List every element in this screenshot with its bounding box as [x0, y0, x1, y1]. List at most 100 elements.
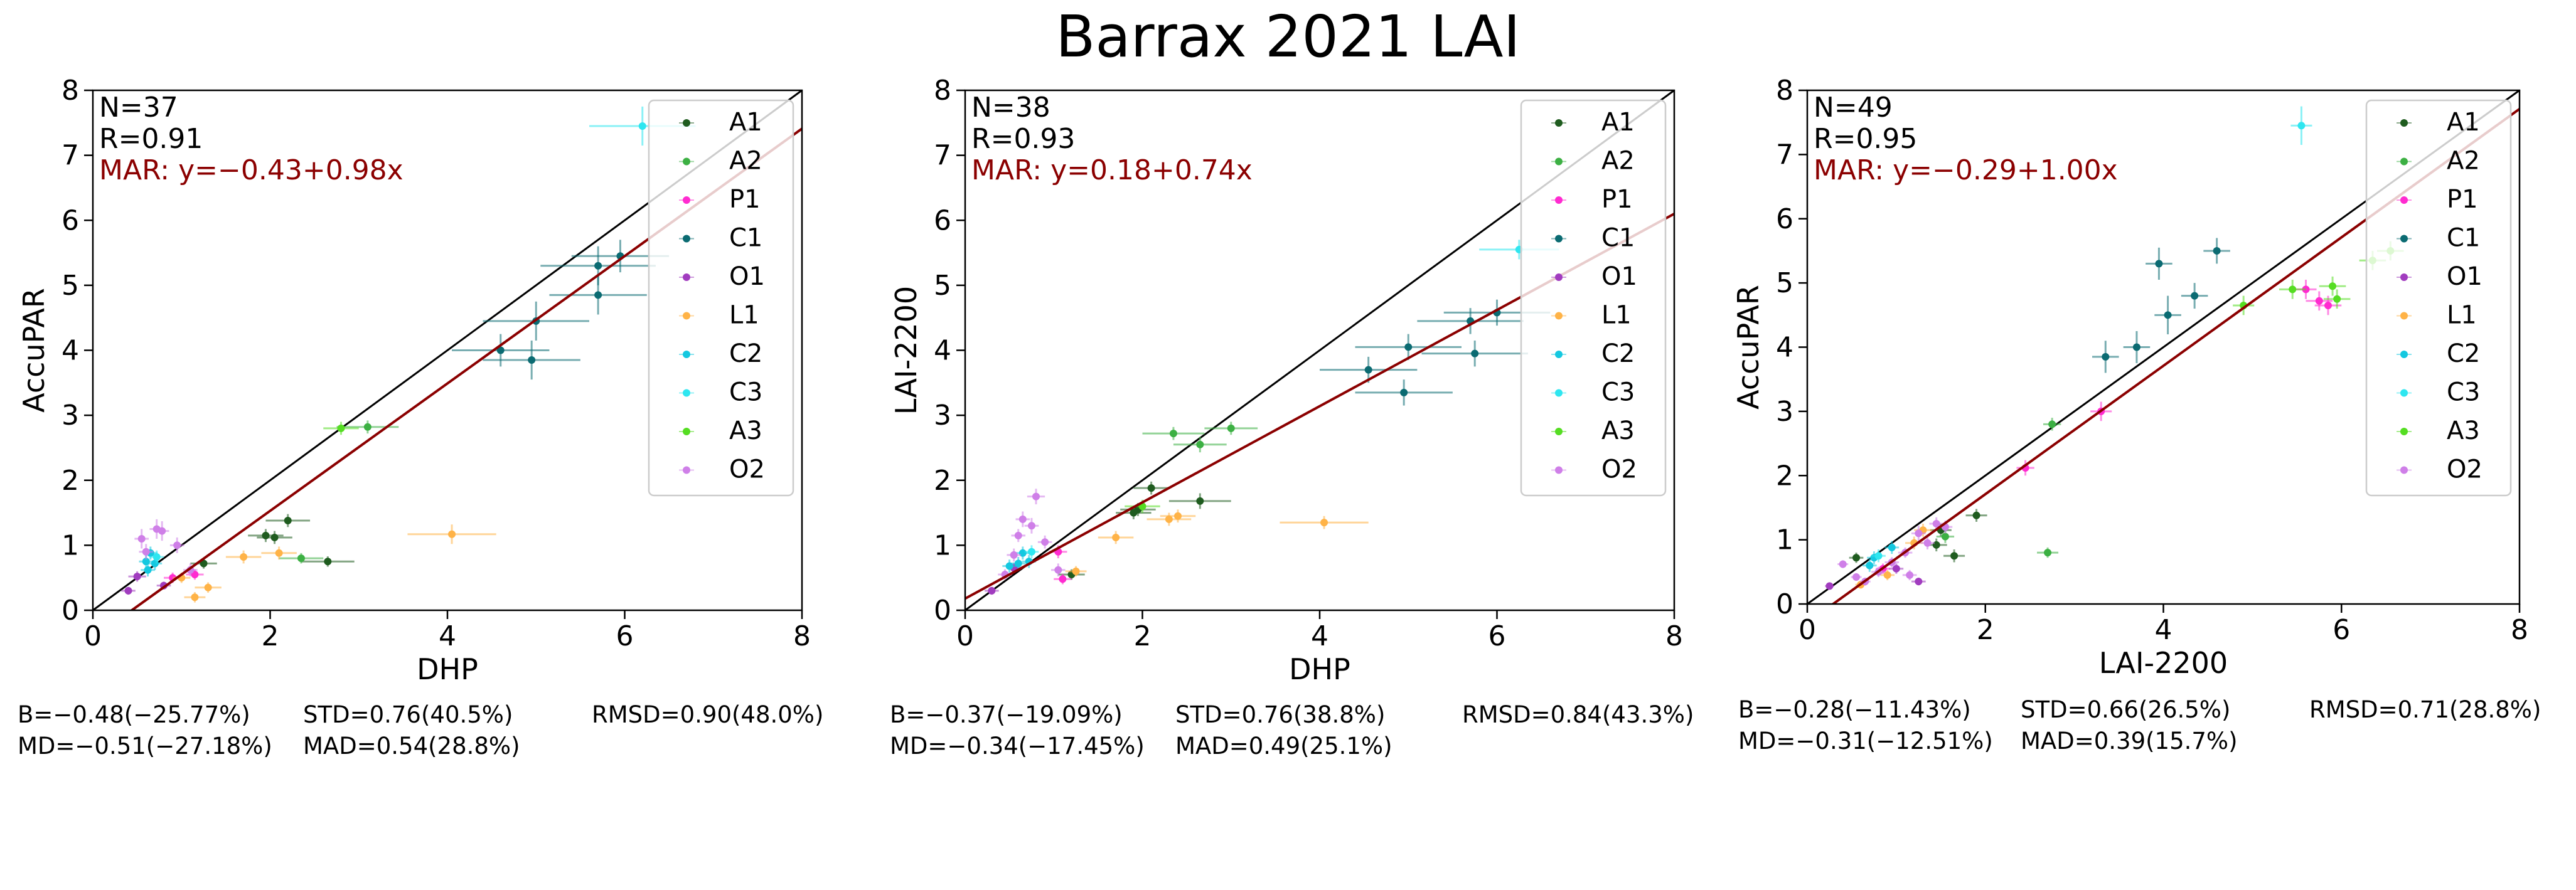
stats-mad: MAD=0.54(28.8%) [303, 733, 520, 760]
legend-label-L1: L1 [729, 301, 759, 330]
data-point-L1 [448, 530, 456, 538]
stats-rmsd: RMSD=0.90(48.0%) [592, 701, 824, 728]
y-tick-label: 1 [1776, 524, 1793, 556]
legend-label-L1: L1 [1601, 301, 1632, 330]
stats-std: STD=0.76(38.8%) [1175, 701, 1386, 728]
y-tick-label: 6 [934, 204, 951, 236]
stats-std: STD=0.66(26.5%) [2021, 696, 2231, 723]
data-point-A3 [2289, 285, 2297, 294]
legend-label-P1: P1 [2447, 185, 2478, 214]
x-tick-label: 6 [1488, 620, 1506, 652]
data-point-P1 [2324, 301, 2332, 309]
data-point-L1 [1165, 515, 1173, 523]
figure-title: Barrax 2021 LAI [1056, 3, 1520, 70]
legend-label-C3: C3 [1601, 378, 1635, 407]
data-point-C1 [2164, 311, 2172, 319]
y-tick-label: 8 [934, 75, 951, 107]
y-tick-label: 5 [1776, 267, 1793, 299]
x-tick-label: 2 [262, 620, 279, 652]
x-tick-label: 4 [2155, 614, 2172, 646]
data-point-A1 [1196, 497, 1204, 505]
y-tick-label: 4 [934, 335, 951, 367]
data-point-A1 [1852, 554, 1861, 562]
y-tick-label: 6 [1776, 203, 1793, 235]
y-tick-label: 3 [1776, 396, 1793, 428]
legend-label-O1: O1 [1601, 262, 1637, 291]
x-tick-label: 4 [1311, 620, 1328, 652]
data-point-C1 [2132, 343, 2140, 351]
mar-annotation: MAR: y=−0.29+1.00x [1814, 154, 2118, 186]
data-point-A1 [324, 558, 332, 566]
stats-bias: B=−0.28(−11.43%) [1738, 696, 1971, 723]
data-point-O2 [1915, 529, 1923, 538]
legend: A1 A2 P1 C1 O1 L1 C2 C3 A3 O2 [2365, 99, 2512, 497]
data-point-O2 [1852, 573, 1861, 581]
data-point-C1 [1471, 349, 1479, 358]
legend-label-O1: O1 [2447, 262, 2482, 291]
x-tick-label: 0 [1798, 614, 1816, 646]
data-point-O1 [1892, 564, 1900, 573]
data-point-C3 [638, 122, 646, 130]
y-tick-label: 4 [61, 335, 79, 367]
y-tick-label: 3 [61, 400, 79, 432]
y-tick-label: 2 [934, 465, 951, 497]
y-tick-label: 7 [61, 140, 79, 172]
data-point-C3 [2297, 122, 2306, 130]
data-point-C1 [1400, 388, 1408, 396]
data-point-C1 [2155, 260, 2163, 268]
y-tick-label: 2 [1776, 460, 1793, 492]
legend-label-C1: C1 [1601, 224, 1635, 253]
x-tick-label: 2 [1134, 620, 1152, 652]
data-point-A1 [1147, 484, 1155, 492]
data-point-O2 [1906, 571, 1914, 579]
data-point-C2 [1005, 562, 1013, 570]
data-point-C1 [594, 291, 602, 299]
legend-label-A3: A3 [2447, 416, 2480, 445]
data-point-C3 [1874, 552, 1883, 560]
data-point-O2 [1932, 520, 1940, 528]
data-point-O2 [1839, 560, 1847, 568]
data-point-L1 [204, 583, 212, 591]
stats-panel-3: B=−0.28(−11.43%) STD=0.66(26.5%) RMSD=0.… [1738, 696, 2541, 885]
data-point-A1 [1950, 552, 1959, 560]
x-tick-label: 0 [956, 620, 974, 652]
legend-label-O2: O2 [1601, 455, 1637, 484]
data-point-A2 [1227, 424, 1235, 432]
legend-label-C3: C3 [2447, 378, 2480, 407]
x-axis-label: DHP [417, 652, 478, 686]
data-point-P1 [1059, 575, 1067, 583]
stats-md: MD=−0.31(−12.51%) [1738, 728, 1993, 755]
legend-label-L1: L1 [2447, 301, 2477, 330]
data-point-A3 [2329, 282, 2337, 290]
legend-box [2365, 99, 2512, 497]
legend-label-A2: A2 [729, 147, 762, 176]
data-point-O2 [158, 527, 166, 535]
data-point-C2 [1888, 543, 1896, 551]
data-point-C1 [496, 346, 505, 354]
legend-box [648, 99, 794, 497]
legend-label-A2: A2 [1601, 147, 1635, 176]
x-tick-label: 8 [1665, 620, 1683, 652]
data-point-A1 [200, 559, 208, 568]
data-point-O2 [1018, 515, 1027, 523]
data-point-C3 [152, 553, 161, 561]
chart-panel-2: 0 2 4 6 8 0 1 2 3 4 5 6 7 8 DHP LAI-2200 N=38R=0.93MAR: … [889, 75, 1683, 686]
data-point-L1 [1174, 512, 1182, 520]
y-tick-label: 8 [61, 75, 79, 107]
n-annotation: N=38 [971, 92, 1050, 124]
stats-md: MD=−0.34(−17.45%) [890, 733, 1145, 760]
legend-label-A1: A1 [2447, 108, 2480, 137]
stats-mad: MAD=0.49(25.1%) [1175, 733, 1392, 760]
data-point-O2 [1041, 538, 1049, 546]
data-point-O1 [1915, 578, 1923, 586]
y-tick-label: 2 [61, 465, 79, 497]
x-tick-label: 8 [2511, 614, 2528, 646]
legend: A1 A2 P1 C1 O1 L1 C2 C3 A3 O2 [1520, 99, 1667, 497]
data-point-L1 [1320, 519, 1328, 527]
y-tick-label: 6 [61, 204, 79, 236]
stats-md: MD=−0.51(−27.18%) [18, 733, 272, 760]
data-point-C2 [1866, 561, 1874, 569]
data-point-C1 [1364, 366, 1372, 374]
data-point-L1 [275, 549, 283, 557]
data-point-O2 [173, 541, 181, 549]
